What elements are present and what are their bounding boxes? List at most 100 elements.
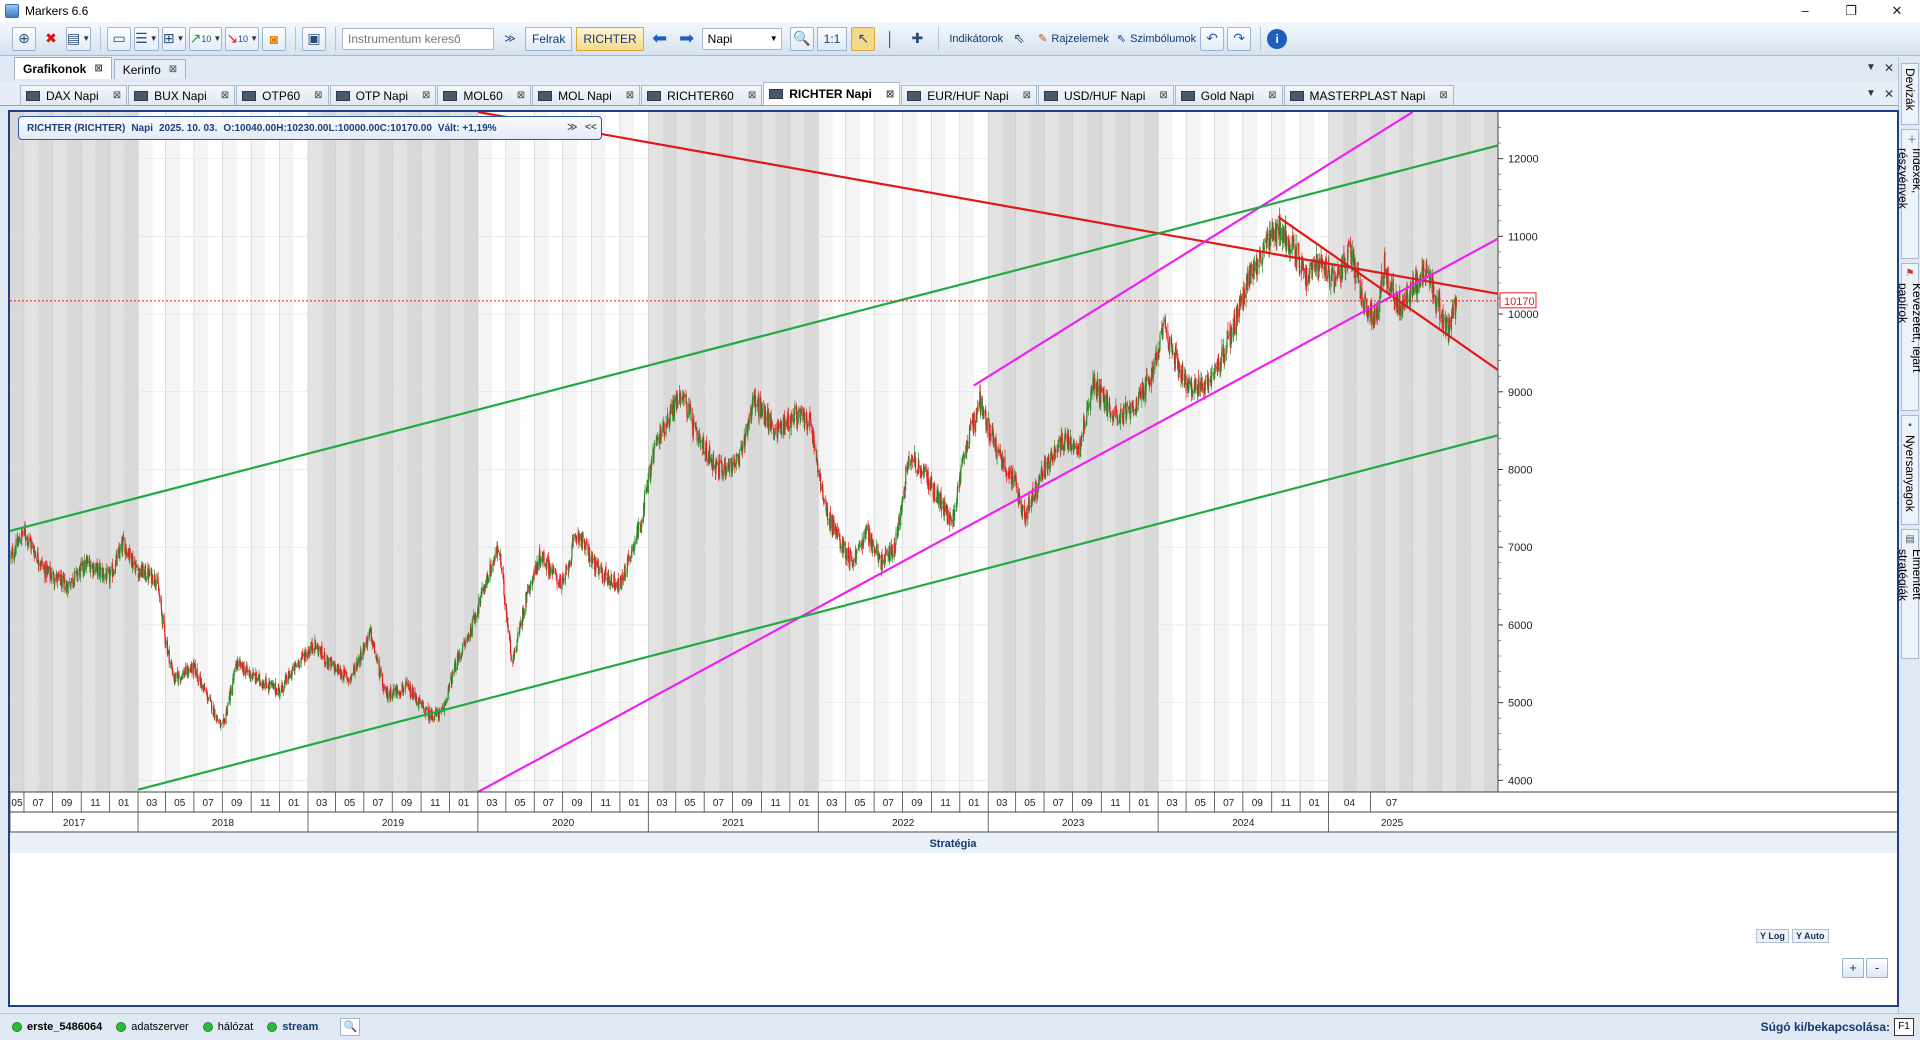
tab-eur-huf-napi[interactable]: EUR/HUF Napi ⊠ [901,85,1038,105]
x-tick-label: 11 [430,798,441,809]
close-icon[interactable]: ⊠ [94,63,103,74]
close-icon[interactable]: ⊠ [885,88,895,100]
y-auto-button[interactable]: Y Auto [1792,929,1829,943]
close-icon[interactable]: ⊠ [220,90,230,101]
candle-body [934,500,936,502]
tab-kerinfo[interactable]: Kerinfo ⊠ [113,59,187,79]
tab-grafikonok[interactable]: Grafikonok ⊠ [14,57,112,79]
tab-dax-napi[interactable]: DAX Napi ⊠ [20,85,128,105]
redo-icon[interactable]: ↷ [1227,26,1252,51]
candle-body [380,669,382,674]
tab-richter60[interactable]: RICHTER60 ⊠ [641,85,763,105]
candle-body [826,507,829,521]
layout-icon[interactable]: ▣ [301,26,326,51]
candle-body [220,723,222,727]
pointer-icon[interactable]: ⇖ [1013,30,1026,46]
status-dot [202,1022,213,1032]
tab-masterplast-napi[interactable]: MASTERPLAST Napi ⊠ [1283,85,1454,105]
forward-arrow-icon[interactable]: ➡ [679,28,695,48]
close-icon[interactable]: ⊠ [1439,90,1448,101]
tab-gold-napi[interactable]: Gold Napi ⊠ [1174,85,1283,105]
undo-icon[interactable]: ↶ [1200,26,1225,51]
tab-otp60[interactable]: OTP60 ⊠ [236,85,329,105]
candle-body [668,419,670,424]
close-icon[interactable]: ⊠ [168,64,178,75]
close-button[interactable]: ✕ [1891,3,1903,18]
close-icon[interactable]: ⊠ [516,90,526,101]
close-icon[interactable]: ⊠ [1268,90,1277,101]
chart-tabs-menu-icon[interactable]: ▼ [1866,88,1876,99]
info-icon[interactable]: i [1267,28,1288,49]
minimize-button[interactable]: – [1801,3,1809,18]
zoom-icon[interactable]: 🔍 [789,26,814,51]
top-gainers-icon[interactable]: ↗ 10 ▼ [188,26,223,51]
sidepanel-tab-kevezetett[interactable]: ⚑ Kevezetett, lejárt papírok [1896,263,1920,411]
zoom-out-button[interactable]: - [1866,958,1888,978]
tab-usd-huf-napi[interactable]: USD/HUF Napi ⊠ [1038,85,1174,105]
tab-mol60[interactable]: MOL60 ⊠ [437,85,532,105]
drawings-button[interactable]: ✎ Rajzelemek [1038,32,1109,46]
tab-otp-napi[interactable]: OTP Napi ⊠ [329,85,437,105]
period-select[interactable]: Napi ▼ [701,27,782,50]
price-chart[interactable]: 4000500060007000800090001000011000120001… [10,112,1897,1005]
sidepanel-tab-indexek[interactable]: ＋ Indexek, részvények [1896,129,1920,259]
crosshair-icon[interactable]: ✚ [911,30,924,46]
close-icon[interactable]: ⊠ [625,90,635,101]
instrument-search-input[interactable] [341,27,494,50]
month-band [392,112,407,792]
zoom-in-button[interactable]: + [1842,958,1864,978]
candle-body [1064,433,1066,444]
close-icon[interactable]: ⊠ [1022,90,1032,101]
candle-body [1415,275,1418,295]
chevron-down-icon: ▼ [769,33,778,43]
new-chart-icon[interactable]: ⊕ [12,26,36,51]
close-icon[interactable]: ⊠ [112,90,122,101]
save-icon[interactable]: ▤ ▼ [66,26,92,51]
candle-body [815,450,817,452]
candle-body [640,524,642,530]
close-icon[interactable]: ⊠ [314,90,323,101]
symbols-button[interactable]: ⇖ Szimbólumok [1116,32,1197,46]
search-icon[interactable]: 🔍 [340,1018,361,1036]
y-log-button[interactable]: Y Log [1756,929,1789,943]
close-icon[interactable]: ⊠ [1159,90,1168,101]
candle-body [1439,316,1441,319]
rss-icon[interactable]: ◙ [261,26,286,51]
table-icon[interactable]: ⊞ ▼ [161,26,186,51]
monitor-icon[interactable]: ▭ [107,26,132,51]
chevron-down-icon[interactable]: ≫ [567,122,578,133]
y-tick-label: 5000 [1508,698,1532,710]
help-key-button[interactable]: F1 [1894,1018,1914,1036]
back-arrow-icon[interactable]: ⬅ [652,28,668,48]
close-icon[interactable]: ⊠ [747,90,757,101]
search-dropdown-icon[interactable]: ≫ [504,33,516,45]
candle-body [258,673,261,683]
month-band [1271,112,1286,792]
sidepanel-tab-nyersanyagok[interactable]: ▪ Nyersanyagok [1901,415,1919,525]
felrak-button[interactable]: Felrak [524,26,573,51]
top-losers-icon[interactable]: ↘ 10 ▼ [225,26,259,51]
chart-panel-close-icon[interactable]: ✕ [1884,87,1895,101]
tabs-menu-icon[interactable]: ▼ [1866,62,1876,73]
close-icon[interactable]: ⊠ [422,90,431,101]
list-icon[interactable]: ☰ ▼ [134,26,159,51]
symbol-button[interactable]: RICHTER [576,26,644,51]
candle-body [1247,272,1249,287]
cursor-icon[interactable]: ↖ [851,26,876,51]
vertical-line-icon[interactable]: │ [885,30,895,47]
sidepanel-tab-devizak[interactable]: Devizák [1901,63,1919,125]
collapse-icon[interactable]: << [585,122,597,133]
candle-body [269,681,271,685]
chart-area[interactable]: 4000 5000 6000 7000 8000 9000 10000 11000 12000 1… [8,110,1899,1007]
ratio-button[interactable]: 1:1 [816,26,848,51]
indicators-button[interactable]: Indikátorok [949,32,1004,45]
tab-bux-napi[interactable]: BUX Napi ⊠ [128,85,236,105]
candle-body [918,460,920,468]
panel-close-icon[interactable]: ✕ [1884,61,1895,75]
maximize-button[interactable]: ❐ [1845,3,1857,18]
sidepanel-tab-strategiak[interactable]: ▤ Elmentett stratégiák [1896,529,1920,659]
candle-body [585,541,587,551]
delete-icon[interactable]: ✖ [45,30,57,46]
tab-richter-napi[interactable]: RICHTER Napi ⊠ [763,82,901,105]
tab-mol-napi[interactable]: MOL Napi ⊠ [532,85,641,105]
